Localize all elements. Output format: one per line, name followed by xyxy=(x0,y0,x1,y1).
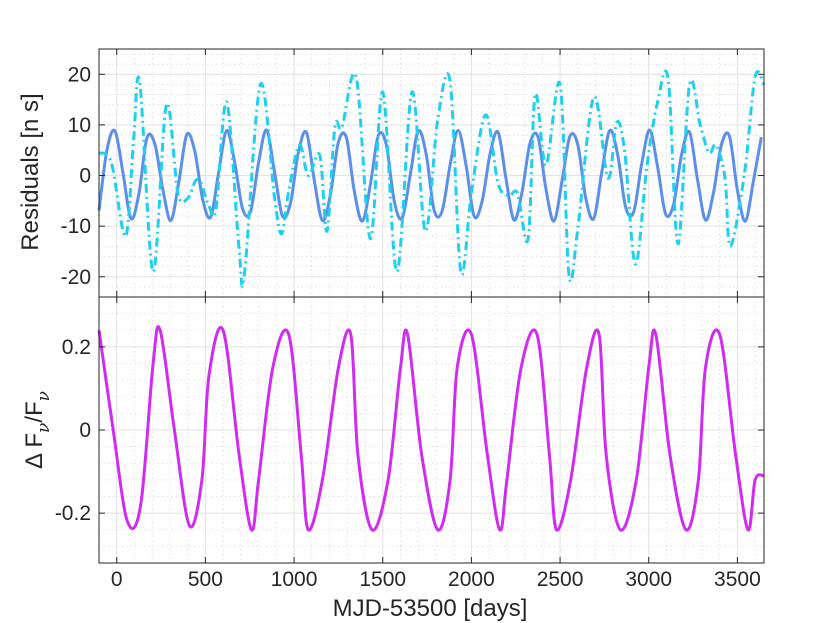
bottom-series xyxy=(97,325,765,532)
flux-series-line-0 xyxy=(97,325,765,532)
x-tick-label: 3500 xyxy=(714,568,761,591)
x-tick-label: 1500 xyxy=(359,568,406,591)
x-tick-label: 2000 xyxy=(448,568,495,591)
bottom-panel: -0.2 0 0.2 0 500 1000 1500 2000 2500 3000 3500 Δ … xyxy=(21,296,765,622)
dflux-sub-1: ν xyxy=(34,423,54,433)
y-tick-label: 0.2 xyxy=(62,336,91,359)
x-tick-label: 2500 xyxy=(537,568,584,591)
x-tick-label: 500 xyxy=(188,568,223,591)
y-tick-label: -10 xyxy=(61,215,91,238)
x-tick-label: 3000 xyxy=(625,568,672,591)
top-series xyxy=(97,69,766,288)
x-tick-label: 0 xyxy=(111,568,123,591)
residual-series-line-0 xyxy=(97,128,763,223)
y-tick-label: 0 xyxy=(79,165,91,188)
top-grid xyxy=(98,49,764,298)
bottom-x-ticks: 0 500 1000 1500 2000 2500 3000 3500 xyxy=(111,568,761,591)
top-y-ticks: -20 -10 0 10 20 xyxy=(61,63,764,289)
bottom-y-ticks: -0.2 0 0.2 xyxy=(55,336,764,525)
y-tick-label: 10 xyxy=(68,114,91,137)
bottom-y-axis-label: Δ Fν/Fν xyxy=(21,391,54,469)
x-tick-label: 1000 xyxy=(271,568,318,591)
top-panel: -20 -10 0 10 20 Residuals [n s] xyxy=(17,48,766,298)
top-plot-area xyxy=(99,49,764,297)
dflux-sep: /F xyxy=(21,401,48,422)
y-tick-label: -20 xyxy=(61,266,91,289)
x-axis-label: MJD-53500 [days] xyxy=(333,595,528,622)
y-tick-label: 20 xyxy=(68,63,91,86)
dflux-label: Δ F xyxy=(21,433,48,469)
y-tick-label: 0 xyxy=(79,419,91,442)
top-y-axis-label: Residuals [n s] xyxy=(17,93,44,250)
y-tick-label: -0.2 xyxy=(55,502,91,525)
residual-series-line-1 xyxy=(98,69,766,288)
dflux-sub-2: ν xyxy=(34,391,54,401)
